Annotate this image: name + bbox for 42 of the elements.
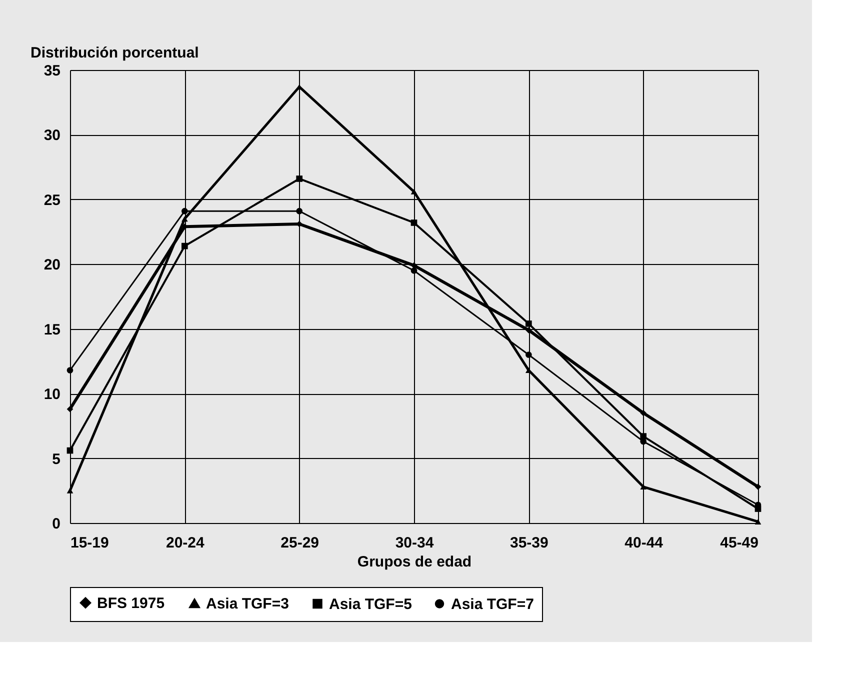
x-tick-label: 30-34 [395, 534, 434, 552]
point [66, 488, 74, 494]
point [410, 262, 418, 269]
y-tick-label: 5 [52, 450, 60, 468]
x-tick-label: 40-44 [624, 534, 664, 552]
point [640, 410, 646, 416]
point [526, 352, 532, 358]
x-tick-label: 20-24 [166, 534, 205, 552]
y-tick-label: 30 [44, 127, 60, 144]
point [640, 433, 646, 440]
point [754, 484, 762, 490]
legend-label: Asia TGF=3 [206, 596, 289, 613]
point [182, 216, 188, 222]
point [754, 518, 762, 524]
x-tick-label: 25-29 [280, 534, 320, 552]
point [182, 242, 188, 250]
y-tick-label: 15 [44, 321, 60, 338]
point [410, 220, 418, 226]
y-tick-label: 35 [44, 62, 60, 80]
legend-label: BFS 1975 [97, 594, 165, 612]
point [66, 447, 74, 454]
point [410, 267, 418, 274]
x-tick-label: 35-39 [510, 534, 548, 552]
point [66, 367, 74, 374]
point [410, 188, 418, 194]
point [526, 320, 532, 327]
point [640, 438, 646, 445]
legend-label: Asia TGF=5 [329, 596, 412, 613]
x-tick-label: 15-19 [70, 534, 109, 552]
point [66, 406, 74, 412]
point [296, 176, 302, 182]
y-tick-label: 20 [44, 256, 60, 274]
y-tick-label: 25 [44, 192, 60, 209]
x-axis-title: Grupos de edad [357, 554, 472, 570]
x-tick-label: 45-49 [720, 534, 758, 552]
point [526, 326, 532, 334]
y-axis-title: Distribución porcentual [30, 44, 199, 62]
y-tick-label: 0 [52, 516, 60, 532]
point [296, 208, 302, 214]
point [182, 208, 188, 214]
y-tick-label: 10 [44, 386, 60, 404]
legend-label: Asia TGF=7 [451, 596, 534, 613]
